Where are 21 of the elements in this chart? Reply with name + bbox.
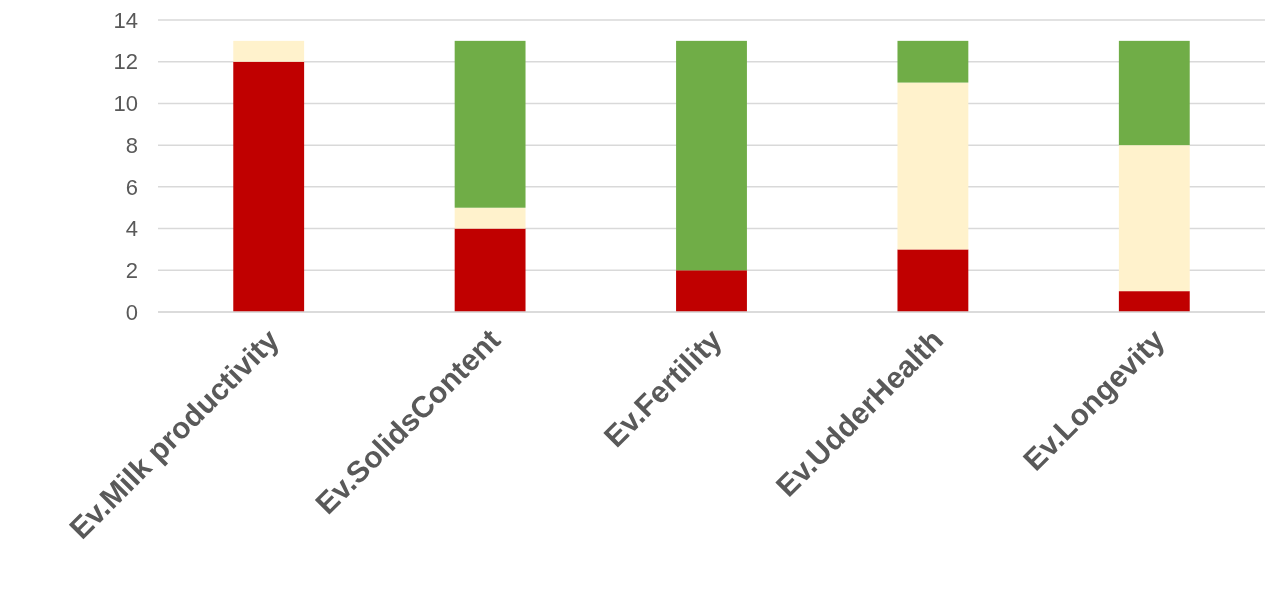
bar (1118, 40, 1190, 146)
bar (897, 40, 969, 83)
bar (897, 249, 969, 312)
y-tick-label: 6 (125, 174, 138, 200)
y-tick-label: 2 (125, 257, 138, 283)
bar (233, 40, 305, 62)
bar (676, 40, 747, 271)
bar (897, 82, 969, 250)
bar (1118, 291, 1190, 312)
bar (676, 270, 747, 312)
y-tick-label: 14 (113, 7, 138, 33)
bar (233, 61, 305, 312)
bar (454, 40, 526, 208)
y-tick-label: 10 (113, 91, 138, 117)
y-tick-label: 0 (125, 299, 138, 325)
y-tick-label: 12 (113, 49, 138, 75)
bar (1118, 145, 1190, 292)
bar (454, 207, 526, 229)
y-tick-label: 8 (125, 132, 138, 158)
y-tick-label: 4 (125, 216, 138, 242)
bar (454, 228, 526, 312)
